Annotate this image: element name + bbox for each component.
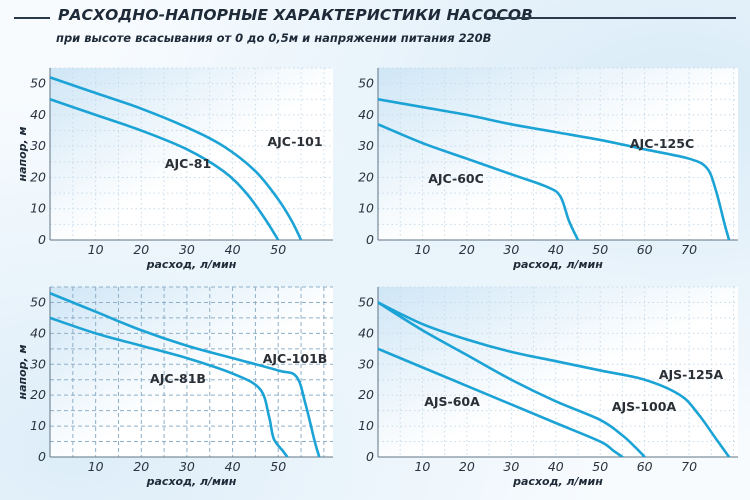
x-tick-label: 40 [225,242,241,257]
y-tick-label: 20 [358,169,374,184]
y-tick-label: 30 [30,138,46,153]
page-subtitle: при высоте всасывания от 0 до 0,5м и нап… [56,31,492,45]
y-tick-label: 20 [30,387,46,402]
series-line-ajc-60c [378,122,580,240]
x-tick-label: 40 [548,459,564,474]
y-tick-label: 0 [366,449,374,464]
y-tick-label: 50 [30,76,46,91]
series-label-ajc-125c: AJC-125C [630,136,694,151]
page-title: РАСХОДНО-НАПОРНЫЕ ХАРАКТЕРИСТИКИ НАСОСОВ [58,6,534,24]
series-line-ajc-125c [378,97,731,240]
grid [378,286,738,457]
series-label-ajs-125a: AJS-125A [659,367,724,382]
plot-area [50,68,333,240]
y-tick-label: 0 [38,232,46,247]
y-tick-label: 40 [358,107,374,122]
title-row: РАСХОДНО-НАПОРНЫЕ ХАРАКТЕРИСТИКИ НАСОСОВ [14,6,736,28]
x-axis-title: расход, л/мин [512,475,603,488]
x-tick-label: 20 [133,459,149,474]
series-line-ajc-101 [50,76,303,240]
x-axis-title: расход, л/мин [146,258,237,271]
series-label-ajc-101: AJC-101 [267,134,322,149]
series-label-ajc-81: AJC-81 [165,156,211,171]
x-tick-label: 20 [133,242,149,257]
y-tick-label: 30 [30,356,46,371]
y-tick-label: 20 [30,169,46,184]
x-tick-label: 70 [681,242,697,257]
x-tick-label: 20 [459,459,475,474]
y-tick-label: 10 [358,418,374,433]
x-tick-label: 60 [637,242,653,257]
y-tick-label: 50 [358,76,374,91]
y-tick-label: 40 [30,107,46,122]
x-tick-label: 20 [459,242,475,257]
x-tick-label: 60 [637,459,653,474]
grid [50,286,333,457]
y-tick-label: 40 [30,325,46,340]
y-tick-label: 0 [366,232,374,247]
y-tick-label: 40 [358,325,374,340]
plot-area [378,287,738,457]
series-line-ajc-81 [50,97,280,240]
y-tick-label: 20 [358,387,374,402]
x-tick-label: 30 [503,242,519,257]
chart-ajc-125c-60c: 0 10 20 30 40 50 10 20 30 40 50 60 70 расход, л/мин AJ… [358,67,738,271]
y-axis-title: напор, м [16,344,29,399]
chart-ajc-101b-81b: 0 10 20 30 40 50 10 20 30 40 50 расход, л/мин напор,… [16,286,333,488]
y-tick-label: 50 [358,294,374,309]
series-line-ajs-100a [378,301,646,457]
series-label-ajc-81b: AJC-81B [150,371,206,386]
series-line-ajs-60a [378,347,624,457]
chart-ajs-125a-100a-60a: 0 10 20 30 40 50 10 20 30 40 50 60 70 расход, л/мин AJ… [358,286,738,488]
series-label-ajc-60c: AJC-60C [428,171,484,186]
x-tick-label: 10 [414,242,430,257]
x-tick-label: 70 [681,459,697,474]
plot-area [378,68,738,240]
series-line-ajs-125a [378,301,731,457]
series-line-ajc-101b [50,291,321,457]
y-tick-label: 30 [358,138,374,153]
series-label-ajs-100a: AJS-100A [612,399,677,414]
x-tick-label: 30 [503,459,519,474]
title-rule-left [14,17,50,19]
x-tick-label: 10 [414,459,430,474]
x-tick-label: 10 [88,459,104,474]
title-rule-right [484,17,736,19]
y-tick-label: 10 [30,201,46,216]
y-tick-label: 0 [38,449,46,464]
x-tick-label: 30 [179,459,195,474]
y-tick-label: 50 [30,294,46,309]
grid [50,67,333,240]
y-tick-label: 10 [358,201,374,216]
y-tick-label: 30 [358,356,374,371]
y-axis-title: напор, м [16,126,29,181]
x-tick-label: 40 [548,242,564,257]
y-tick-label: 10 [30,418,46,433]
x-tick-label: 50 [592,242,608,257]
x-tick-label: 30 [179,242,195,257]
x-tick-label: 40 [225,459,241,474]
x-tick-label: 50 [270,242,286,257]
x-axis-title: расход, л/мин [146,475,237,488]
x-tick-label: 10 [88,242,104,257]
x-axis-title: расход, л/мин [512,258,603,271]
series-label-ajc-101b: AJC-101B [263,351,328,366]
x-tick-label: 50 [592,459,608,474]
series-line-ajc-81b [50,316,289,457]
chart-ajc-101-81: 0 10 20 30 40 50 10 20 30 40 50 расход, л/мин напор,… [16,67,333,271]
series-label-ajs-60a: AJS-60A [424,394,480,409]
x-tick-label: 50 [270,459,286,474]
